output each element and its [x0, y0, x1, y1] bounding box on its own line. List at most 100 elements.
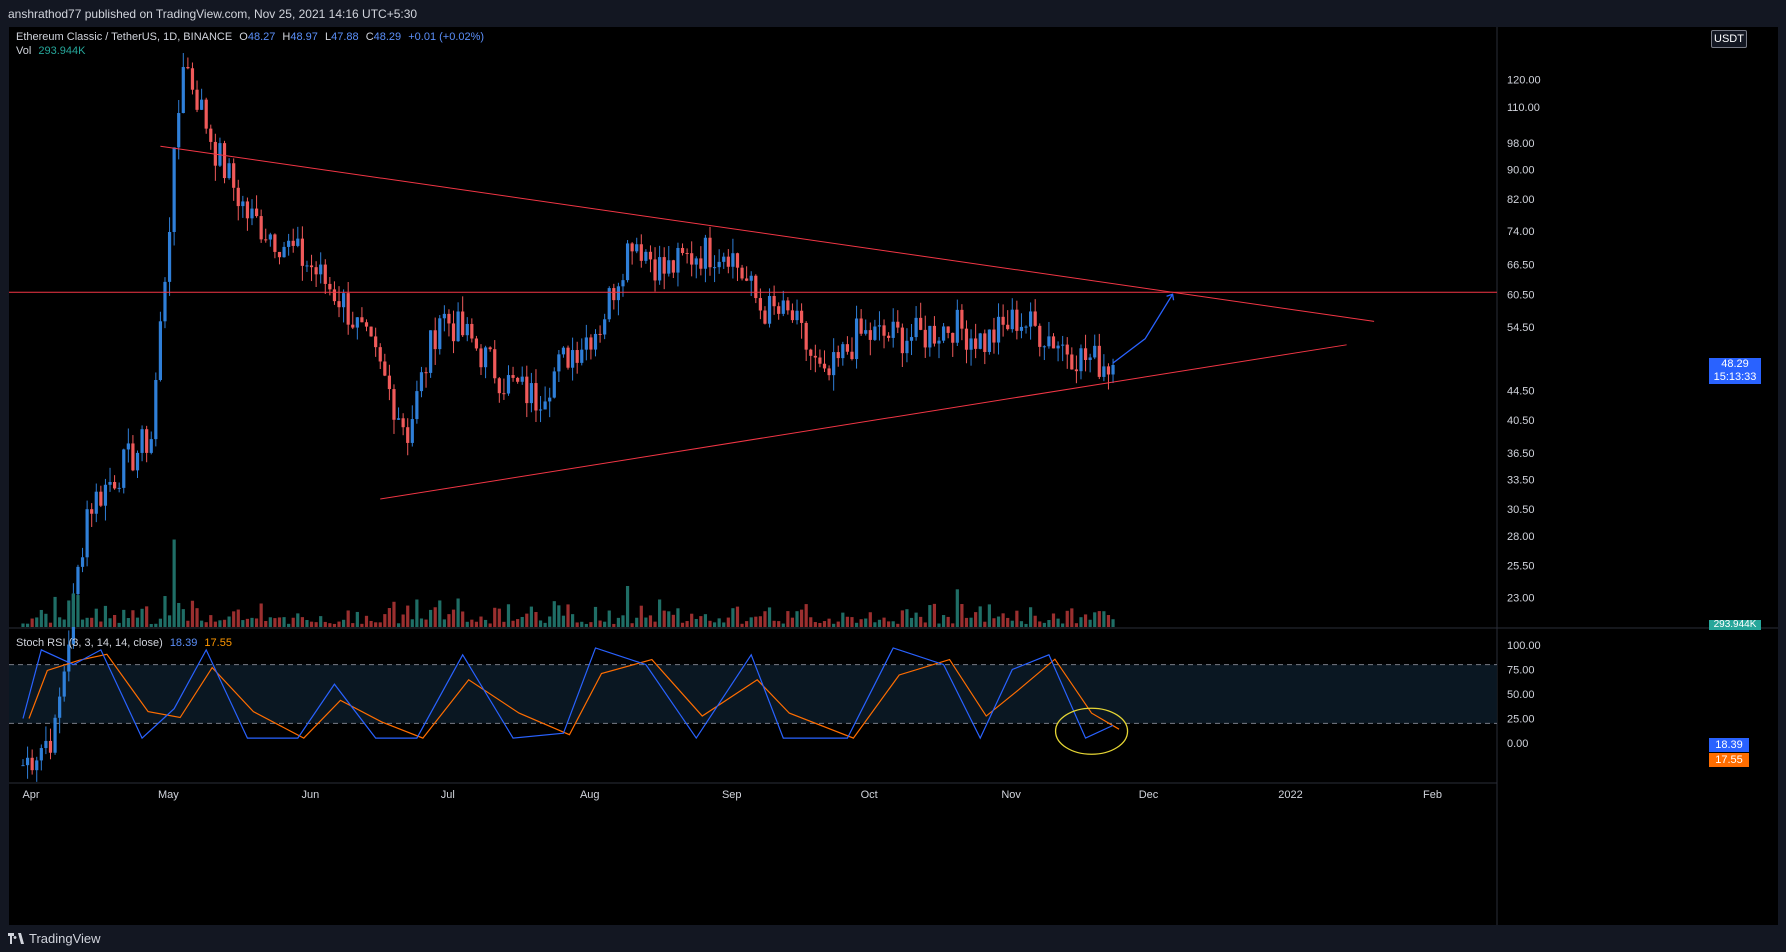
volume-bar [612, 623, 616, 627]
volume-bar [204, 622, 208, 627]
volume-bar [648, 615, 653, 627]
tradingview-brand-label: TradingView [29, 931, 101, 946]
volume-bar [548, 616, 552, 627]
candle-body [149, 439, 153, 453]
candle-body [140, 429, 144, 453]
volume-bar [1070, 608, 1074, 627]
volume-bar [868, 612, 872, 627]
stoch-rsi-k-value: 18.39 [169, 637, 198, 649]
volume-bar [946, 616, 950, 627]
candle-body [909, 337, 914, 341]
current-price-badge: 48.29 15:13:33 [1709, 358, 1761, 384]
volume-bar [71, 593, 75, 627]
candle-body [351, 324, 355, 328]
candle-body [864, 330, 868, 334]
candle-body [1079, 348, 1083, 372]
time-axis-tick-label: Jul [441, 789, 455, 801]
ascending-trendline [380, 344, 1347, 500]
candle-body [630, 243, 634, 252]
stoch-rsi-d-line [28, 653, 1120, 739]
candle-body [360, 317, 364, 323]
candle-body [676, 247, 680, 273]
volume-bar [909, 617, 914, 627]
time-axis-tick-label: Dec [1139, 789, 1159, 801]
candle-body [964, 328, 969, 350]
tradingview-logo[interactable]: TradingView [8, 931, 101, 946]
volume-bar [1029, 607, 1033, 627]
candle-body [442, 313, 446, 319]
candle-body [117, 487, 121, 489]
candle-body [1056, 345, 1060, 349]
candle-body [566, 347, 570, 368]
volume-bar [254, 618, 259, 627]
volume-bar [1033, 615, 1037, 627]
volume-bar [516, 619, 520, 627]
volume-bar [1038, 621, 1042, 627]
candle-body [456, 311, 460, 342]
volume-bar [392, 601, 396, 627]
volume-bar [309, 621, 314, 627]
candle-body [1102, 366, 1106, 377]
candle-body [53, 717, 57, 753]
candle-body [470, 323, 474, 339]
candle-body [841, 344, 845, 359]
volume-bar [493, 607, 497, 627]
volume-bar [1093, 612, 1097, 627]
volume-bar [864, 618, 868, 627]
chart-area[interactable]: 23.00 25.50 28.00 30.50 33.50 36.50 40.50 44.50… [9, 27, 1778, 925]
volume-bar [758, 616, 762, 627]
volume-bar [767, 607, 772, 627]
volume-bar [726, 617, 730, 627]
candle-body [177, 113, 181, 148]
price-axis-tick-label: 33.50 [1507, 475, 1535, 487]
volume-bar [877, 619, 882, 627]
volume-bar [241, 620, 245, 627]
volume-bar [859, 619, 863, 627]
candle-body [873, 326, 877, 340]
candle-body [749, 275, 753, 281]
candle-body [25, 757, 30, 766]
volume-bar [800, 609, 804, 627]
volume-bar [236, 609, 240, 627]
volume-bar [387, 608, 391, 627]
volume-badge: 293.944K [1709, 620, 1761, 630]
volume-bar [245, 618, 250, 627]
volume-bar [635, 617, 639, 627]
stoch-rsi-label: Stoch RSI (3, 3, 14, 14, close) [16, 637, 163, 649]
volume-bar [790, 617, 795, 627]
volume-bar [584, 623, 588, 627]
volume-bar [163, 596, 167, 627]
candle-body [914, 317, 918, 338]
volume-bar [740, 623, 744, 627]
candle-body [616, 286, 620, 301]
volume-bar [607, 610, 611, 627]
candle-body [919, 317, 923, 330]
volume-bar [337, 621, 341, 627]
descending-trendline [160, 145, 1375, 322]
price-chart-svg[interactable]: 23.00 25.50 28.00 30.50 33.50 36.50 40.50 44.50… [9, 27, 1778, 925]
price-axis-tick-label: 23.00 [1507, 593, 1535, 605]
candle-body [928, 325, 932, 348]
volume-bar [534, 612, 538, 627]
candle-body [612, 288, 616, 301]
candle-body [699, 258, 703, 269]
candle-body [355, 317, 359, 328]
candle-body [291, 240, 295, 246]
volume-bar [323, 621, 327, 627]
price-axis-tick-label: 30.50 [1507, 504, 1535, 516]
candle-body [451, 323, 456, 342]
candle-body [969, 338, 973, 350]
candle-body [621, 280, 625, 287]
volume-bar [685, 621, 689, 627]
currency-button[interactable]: USDT [1711, 30, 1747, 48]
candle-body [424, 372, 428, 374]
candle-body [882, 325, 886, 336]
volume-bar [277, 617, 282, 627]
volume-bar [167, 615, 172, 627]
volume-bar [694, 618, 698, 627]
volume-bar [653, 621, 657, 627]
candle-body [511, 375, 515, 378]
volume-bar [1079, 617, 1083, 627]
price-axis-tick-label: 28.00 [1507, 531, 1535, 543]
close-value: 48.29 [373, 31, 402, 43]
